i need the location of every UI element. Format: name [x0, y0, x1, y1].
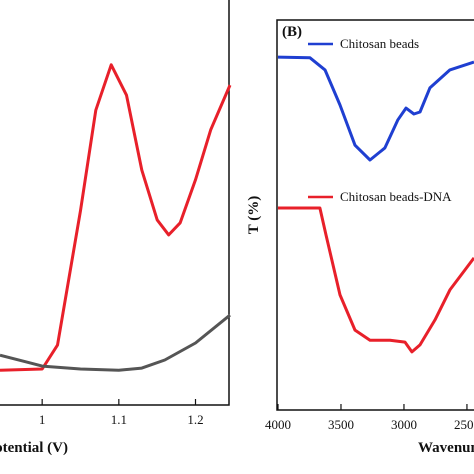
data-line — [0, 63, 232, 372]
x-tick-label: 1.2 — [187, 412, 203, 427]
x-tick-label: 4000 — [265, 417, 291, 432]
plot-frame-a — [0, 0, 230, 406]
data-line — [278, 206, 474, 354]
legend-label: Chitosan beads-DNA — [340, 189, 452, 204]
x-axis-label: Wavenumber (cm⁻¹) — [418, 440, 474, 456]
x-tick-label: 1 — [39, 412, 46, 427]
x-tick-label: 1.1 — [111, 412, 127, 427]
y-axis-label: T (%) — [246, 196, 262, 234]
x-tick-label: 3000 — [391, 417, 417, 432]
data-line — [0, 313, 231, 372]
x-tick-label: 3500 — [328, 417, 354, 432]
panel-label: (B) — [282, 24, 302, 40]
plot-frame-b — [276, 19, 474, 411]
x-axis-label: Potential (V) — [0, 440, 68, 456]
legend-label: Chitosan beads — [340, 36, 419, 51]
data-line — [277, 55, 474, 162]
x-tick-label: 2500 — [454, 417, 474, 432]
